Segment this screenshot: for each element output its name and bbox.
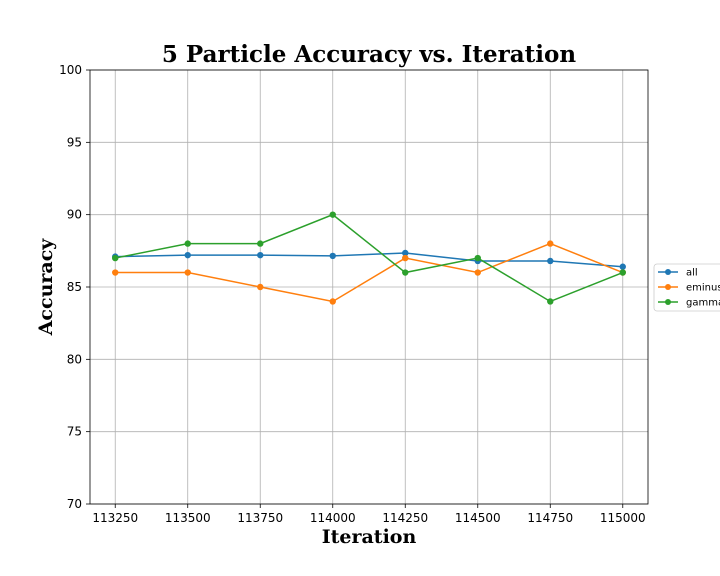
data-point-eminus: [402, 254, 409, 262]
data-point-eminus: [257, 283, 264, 291]
y-tick-label: 100: [59, 63, 82, 77]
data-point-gamma: [184, 240, 191, 247]
x-tick-label: 113250: [92, 511, 138, 525]
data-point-eminus: [112, 269, 119, 276]
y-tick-label: 70: [67, 497, 82, 511]
data-point-all: [329, 252, 336, 260]
data-point-gamma: [619, 269, 626, 276]
legend-box: [653, 263, 720, 312]
data-point-eminus: [474, 269, 481, 276]
legend-marker-gamma: [665, 299, 671, 305]
legend: all eminus gamma: [653, 263, 720, 312]
y-axis-label: Accuracy: [35, 238, 57, 337]
legend-label-gamma: gamma: [686, 298, 720, 309]
data-point-all: [184, 251, 191, 259]
chart-title: 5 Particle Accuracy vs. Iteration: [162, 41, 576, 68]
series-line-gamma: [115, 213, 624, 303]
data-point-all: [547, 257, 554, 265]
y-tick-label: 95: [67, 135, 82, 149]
x-tick-label: 114500: [455, 511, 501, 525]
series-line-eminus: [115, 242, 624, 303]
x-tick-label: 114000: [310, 511, 356, 525]
x-axis-label: Iteration: [322, 526, 417, 548]
data-point-gamma: [257, 240, 264, 247]
legend-label-eminus: eminus: [686, 283, 720, 294]
legend-marker-all: [665, 269, 671, 275]
x-tick-label: 115000: [600, 511, 646, 525]
data-point-gamma: [329, 211, 336, 218]
data-point-gamma: [112, 254, 119, 262]
data-point-all: [619, 263, 626, 270]
y-tick-label: 85: [67, 280, 82, 294]
legend-label-all: all: [686, 268, 698, 279]
y-tick-label: 75: [67, 425, 82, 439]
series-line-all: [115, 252, 623, 268]
data-point-gamma: [474, 254, 481, 262]
grid-lines: [90, 69, 648, 505]
data-point-all: [402, 249, 409, 257]
data-point-gamma: [402, 269, 409, 276]
data-point-eminus: [329, 298, 336, 305]
data-point-gamma: [547, 298, 554, 305]
x-tick-label: 114250: [382, 511, 428, 525]
x-tick-label: 114750: [527, 511, 573, 525]
axis-ticks: 113250 113500 113750 114000 114250 114500 1147…: [59, 63, 646, 525]
data-point-eminus: [184, 269, 191, 276]
y-tick-label: 80: [67, 352, 82, 366]
x-tick-label: 113750: [237, 511, 283, 525]
legend-marker-eminus: [665, 284, 671, 290]
data-point-all: [257, 251, 264, 259]
y-tick-label: 90: [67, 208, 82, 222]
data-point-eminus: [547, 240, 554, 247]
x-tick-label: 113500: [165, 511, 211, 525]
series-group: [112, 211, 626, 305]
